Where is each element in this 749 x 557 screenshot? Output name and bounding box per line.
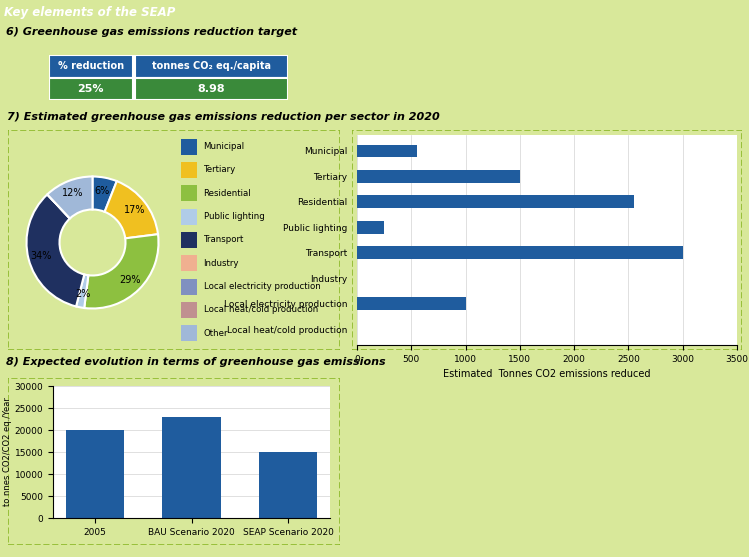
Text: 29%: 29% xyxy=(119,275,141,285)
Text: 2%: 2% xyxy=(75,290,91,299)
Bar xyxy=(49,55,133,77)
Bar xyxy=(181,302,197,318)
Text: 25%: 25% xyxy=(77,84,104,94)
Text: % reduction: % reduction xyxy=(58,61,124,71)
Bar xyxy=(181,279,197,295)
Wedge shape xyxy=(26,194,85,306)
Wedge shape xyxy=(76,275,88,308)
Bar xyxy=(357,145,416,157)
Text: Industry: Industry xyxy=(204,259,239,268)
X-axis label: Estimated  Tonnes CO2 emissions reduced: Estimated Tonnes CO2 emissions reduced xyxy=(443,369,651,379)
Bar xyxy=(181,256,197,271)
Text: Transport: Transport xyxy=(204,236,244,245)
Bar xyxy=(357,297,466,310)
Text: 8) Expected evolution in terms of greenhouse gas emissions: 8) Expected evolution in terms of greenh… xyxy=(6,357,386,367)
Bar xyxy=(357,196,634,208)
Bar xyxy=(66,430,124,518)
Text: 6) Greenhouse gas emissions reduction target: 6) Greenhouse gas emissions reduction ta… xyxy=(6,27,297,37)
Bar xyxy=(49,77,133,100)
Bar xyxy=(357,170,520,183)
Bar xyxy=(357,246,683,259)
Text: Tertiary: Tertiary xyxy=(204,165,236,174)
Wedge shape xyxy=(92,177,117,212)
Bar xyxy=(181,232,197,248)
Text: Key elements of the SEAP: Key elements of the SEAP xyxy=(4,6,175,18)
Bar xyxy=(181,325,197,341)
Wedge shape xyxy=(84,234,159,309)
Text: Municipal: Municipal xyxy=(204,142,245,151)
Wedge shape xyxy=(47,177,92,218)
Text: Public lighting: Public lighting xyxy=(204,212,264,221)
Bar xyxy=(163,417,220,518)
Wedge shape xyxy=(47,194,70,218)
Bar xyxy=(181,162,197,178)
Bar xyxy=(135,55,288,77)
Wedge shape xyxy=(105,181,158,238)
Text: 6%: 6% xyxy=(95,185,110,196)
Text: 17%: 17% xyxy=(124,205,145,215)
Y-axis label: to nnes CO2/CO2 eq./Year: to nnes CO2/CO2 eq./Year xyxy=(3,398,12,506)
Bar xyxy=(135,77,288,100)
Text: Other: Other xyxy=(204,329,228,338)
Text: 34%: 34% xyxy=(31,251,52,261)
Text: Residential: Residential xyxy=(204,189,251,198)
Text: 7) Estimated greenhouse gas emissions reduction per sector in 2020: 7) Estimated greenhouse gas emissions re… xyxy=(7,112,440,122)
Text: 12%: 12% xyxy=(62,188,84,198)
Bar xyxy=(181,209,197,224)
Bar xyxy=(181,185,197,201)
Text: Local electricity production: Local electricity production xyxy=(204,282,321,291)
Wedge shape xyxy=(47,194,70,218)
Text: Local heat/cold production: Local heat/cold production xyxy=(204,305,318,315)
Bar xyxy=(357,221,384,233)
Text: 8.98: 8.98 xyxy=(198,84,225,94)
Wedge shape xyxy=(47,194,70,218)
Text: tonnes CO₂ eq./capita: tonnes CO₂ eq./capita xyxy=(152,61,271,71)
Bar xyxy=(181,139,197,154)
Bar xyxy=(259,452,318,518)
